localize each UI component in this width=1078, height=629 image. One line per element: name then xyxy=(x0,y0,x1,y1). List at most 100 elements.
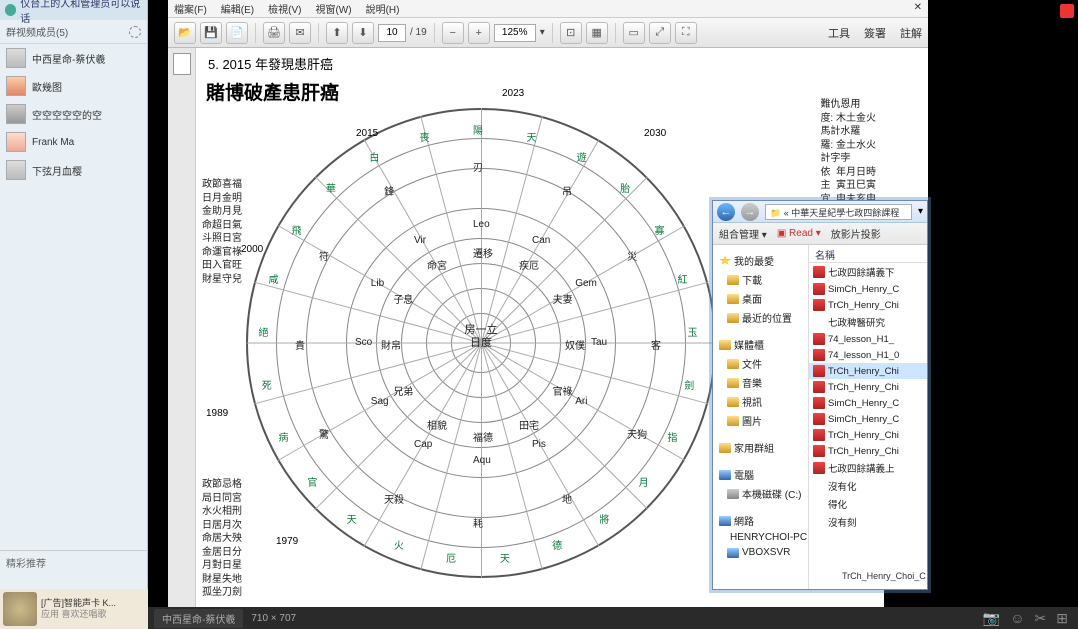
chart-label: Can xyxy=(532,235,550,246)
presenter-chip[interactable]: 中西星命-蔡伏羲 xyxy=(154,609,243,628)
tree-network[interactable]: 網路 xyxy=(717,511,804,530)
zoom-in-icon[interactable]: + xyxy=(468,22,490,44)
close-icon[interactable]: ✕ xyxy=(914,2,922,13)
explorer-file-list[interactable]: 名稱 七政四餘講義下SimCh_Henry_CTrCh_Henry_Chi七政稗… xyxy=(809,245,927,589)
recommend-header[interactable]: 精彩推荐 xyxy=(0,550,148,574)
user-item[interactable]: 歐幾图 xyxy=(0,72,147,100)
user-item[interactable]: 中西星命-蔡伏羲 xyxy=(0,44,147,72)
chart-label: 福德 xyxy=(473,429,493,444)
tree-item[interactable]: 圖片 xyxy=(717,411,804,430)
column-name[interactable]: 名稱 xyxy=(809,245,927,263)
chart-label: 驚 xyxy=(319,426,329,441)
layout-icon[interactable]: ▦ xyxy=(586,22,608,44)
chart-label: Tau xyxy=(591,337,607,348)
file-item[interactable]: 74_lesson_H1_0 xyxy=(809,347,927,363)
page-input[interactable] xyxy=(378,24,406,42)
pdf-file-icon xyxy=(813,266,825,278)
file-item[interactable]: TrCh_Henry_Chi xyxy=(809,427,927,443)
scissors-icon[interactable]: ✂ xyxy=(1035,610,1047,627)
pdf-thumbnail-pane[interactable] xyxy=(168,48,196,608)
file-long-name: TrCh_Henry_Choi_Chin_Astrology_ xyxy=(838,570,926,582)
user-item[interactable]: Frank Ma xyxy=(0,128,147,156)
user-item[interactable]: 下弦月血樱 xyxy=(0,156,147,184)
page-down-icon[interactable]: ⬇ xyxy=(352,22,374,44)
dropdown-icon[interactable]: ▾ xyxy=(918,206,923,217)
mail-icon[interactable]: ✉ xyxy=(289,22,311,44)
pdf-file-icon xyxy=(813,413,825,425)
new-icon[interactable]: 📄 xyxy=(226,22,248,44)
zoom-out-icon[interactable]: − xyxy=(442,22,464,44)
slideshow-menu[interactable]: 放影片投影 xyxy=(831,226,881,241)
tree-item[interactable]: HENRYCHOI-PC xyxy=(717,530,804,545)
pdf-file-icon xyxy=(813,365,825,377)
notification-badge[interactable] xyxy=(1060,4,1074,18)
toolbar-panel-link[interactable]: 工具 xyxy=(828,25,850,41)
fit-icon[interactable]: ⊡ xyxy=(560,22,582,44)
page-thumbnail[interactable] xyxy=(173,53,191,75)
address-bar[interactable]: 📁 « 中華天星紀學七政四餘課程 xyxy=(765,204,912,220)
tree-item[interactable]: 下載 xyxy=(717,270,804,289)
zoom-dropdown-icon[interactable]: ▾ xyxy=(540,27,545,38)
file-item[interactable]: SimCh_Henry_C xyxy=(809,411,927,427)
file-item[interactable]: 沒有刻 xyxy=(809,513,927,531)
toolbar-panel-link[interactable]: 簽署 xyxy=(864,25,886,41)
file-item[interactable]: 得化 xyxy=(809,495,927,513)
save-icon[interactable]: 💾 xyxy=(200,22,222,44)
file-item[interactable]: TrCh_Henry_Chi xyxy=(809,379,927,395)
chart-center: 房一立 日度 xyxy=(458,324,504,350)
tree-libraries[interactable]: 媒體櫃 xyxy=(717,335,804,354)
open-icon[interactable]: 📂 xyxy=(174,22,196,44)
tree-item[interactable]: 桌面 xyxy=(717,289,804,308)
pdf-file-icon xyxy=(813,445,825,457)
file-item[interactable]: 七政稗醫研究 xyxy=(809,313,927,331)
tree-favorites[interactable]: 我的最愛 xyxy=(717,251,804,270)
tree-computer[interactable]: 電腦 xyxy=(717,465,804,484)
file-item[interactable]: 七政四餘講義下 xyxy=(809,263,927,281)
pdf-file-icon xyxy=(813,333,825,345)
file-item[interactable]: 七政四餘講義上 xyxy=(809,459,927,477)
user-item[interactable]: 空空空空空的空 xyxy=(0,100,147,128)
fullscreen-icon[interactable]: ⛶ xyxy=(675,22,697,44)
explorer-tree[interactable]: 我的最愛 下載桌面最近的位置 媒體櫃 文件音樂視訊圖片 家用群組 電腦 本機磁碟… xyxy=(713,245,809,589)
tree-item[interactable]: 音樂 xyxy=(717,373,804,392)
forward-icon[interactable]: → xyxy=(741,203,759,221)
menu-item[interactable]: 視窗(W) xyxy=(315,5,351,16)
zoom-input[interactable] xyxy=(494,24,536,42)
tree-item[interactable]: 文件 xyxy=(717,354,804,373)
menu-item[interactable]: 檢視(V) xyxy=(268,5,301,16)
ad-card[interactable]: [广告]智能声卡 K... 应用 喜欢还唱歌 xyxy=(0,589,148,629)
tool1-icon[interactable]: ▭ xyxy=(623,22,645,44)
user-name: 中西星命-蔡伏羲 xyxy=(32,51,105,66)
explorer-titlebar[interactable]: ← → 📁 « 中華天星紀學七政四餘課程 ▾ xyxy=(713,201,927,223)
menu-item[interactable]: 編輯(E) xyxy=(221,5,254,16)
file-item[interactable]: TrCh_Henry_Chi xyxy=(809,363,927,379)
print-icon[interactable]: 🖨 xyxy=(263,22,285,44)
chart-label: 咸 xyxy=(269,271,279,286)
organize-menu[interactable]: 組合管理 ▾ xyxy=(719,226,767,241)
chart-label: 德 xyxy=(552,537,562,552)
tree-item[interactable]: 最近的位置 xyxy=(717,308,804,327)
tree-item[interactable]: 本機磁碟 (C:) xyxy=(717,484,804,503)
file-item[interactable]: SimCh_Henry_C xyxy=(809,281,927,297)
tree-homegroup[interactable]: 家用群組 xyxy=(717,438,804,457)
cam-icon[interactable]: 📷 xyxy=(983,610,1000,627)
file-name: 七政稗醫研究 xyxy=(828,315,885,329)
tree-item[interactable]: VBOXSVR xyxy=(717,545,804,560)
emoji-icon[interactable]: ☺ xyxy=(1010,610,1024,627)
read-menu[interactable]: ▣ Read ▾ xyxy=(777,228,821,239)
tool2-icon[interactable]: ⤢ xyxy=(649,22,671,44)
file-item[interactable]: TrCh_Henry_Chi xyxy=(809,443,927,459)
page-up-icon[interactable]: ⬆ xyxy=(326,22,348,44)
file-item[interactable]: TrCh_Henry_Chi xyxy=(809,297,927,313)
more-icon[interactable]: ⊞ xyxy=(1056,610,1068,627)
toolbar-panel-link[interactable]: 註解 xyxy=(900,25,922,41)
file-item[interactable]: 74_lesson_H1_ xyxy=(809,331,927,347)
menu-item[interactable]: 檔案(F) xyxy=(174,5,207,16)
file-item[interactable]: SimCh_Henry_C xyxy=(809,395,927,411)
refresh-icon[interactable] xyxy=(129,26,141,38)
tree-item[interactable]: 視訊 xyxy=(717,392,804,411)
file-item[interactable]: 沒有化 xyxy=(809,477,927,495)
menu-item[interactable]: 說明(H) xyxy=(366,5,400,16)
back-icon[interactable]: ← xyxy=(717,203,735,221)
file-name: SimCh_Henry_C xyxy=(828,284,899,295)
